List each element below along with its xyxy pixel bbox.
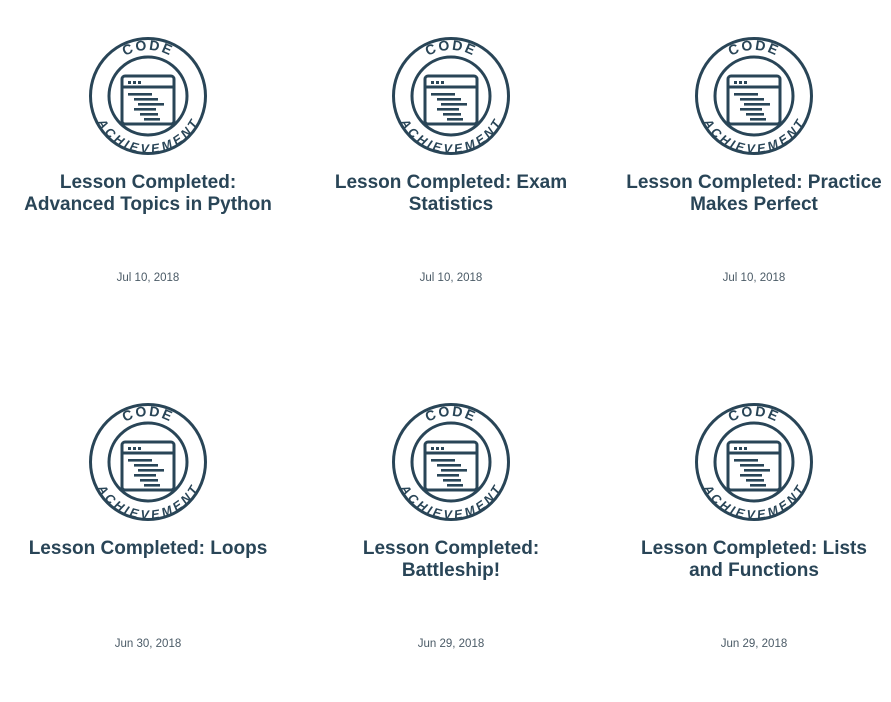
achievement-date: Jul 10, 2018: [419, 272, 483, 284]
achievement-date: Jun 29, 2018: [720, 638, 788, 650]
code-achievement-badge-icon: CODE ACHIEVEMENT: [391, 36, 511, 156]
code-window-icon: [120, 74, 176, 126]
achievement-date: Jul 10, 2018: [116, 272, 180, 284]
achievement-card[interactable]: CODE ACHIEVEMENT Lesson Completed: Loops …: [18, 402, 278, 702]
achievement-card[interactable]: CODE ACHIEVEMENT Lesson Completed: Advanc…: [18, 36, 278, 336]
code-achievement-badge-icon: CODE ACHIEVEMENT: [694, 402, 814, 522]
achievement-date: Jun 30, 2018: [114, 638, 182, 650]
achievement-date: Jul 10, 2018: [722, 272, 786, 284]
achievement-title: Lesson Completed: Practice Makes Perfect: [626, 172, 882, 215]
achievement-title: Lesson Completed: Lists and Functions: [641, 538, 867, 581]
achievement-title: Lesson Completed: Loops: [28, 538, 268, 559]
code-window-icon: [120, 440, 176, 492]
achievement-title: Lesson Completed: Advanced Topics in Pyt…: [24, 172, 272, 215]
code-achievement-badge-icon: CODE ACHIEVEMENT: [88, 402, 208, 522]
code-achievement-badge-icon: CODE ACHIEVEMENT: [88, 36, 208, 156]
code-achievement-badge-icon: CODE ACHIEVEMENT: [391, 402, 511, 522]
achievement-title: Lesson Completed: Exam Statistics: [334, 172, 568, 215]
achievements-grid: CODE ACHIEVEMENT Lesson Completed: Advanc…: [18, 36, 884, 650]
code-window-icon: [423, 74, 479, 126]
achievement-card[interactable]: CODE ACHIEVEMENT Lesson Completed: Lists …: [624, 402, 884, 702]
achievement-card[interactable]: CODE ACHIEVEMENT Lesson Completed: Practi…: [624, 36, 884, 336]
code-window-icon: [726, 74, 782, 126]
achievement-card[interactable]: CODE ACHIEVEMENT Lesson Completed: Exam S…: [321, 36, 581, 336]
achievement-card[interactable]: CODE ACHIEVEMENT Lesson Completed: Battle…: [321, 402, 581, 702]
achievement-title: Lesson Completed: Battleship!: [362, 538, 540, 581]
code-window-icon: [726, 440, 782, 492]
code-achievement-badge-icon: CODE ACHIEVEMENT: [694, 36, 814, 156]
achievement-date: Jun 29, 2018: [417, 638, 485, 650]
code-window-icon: [423, 440, 479, 492]
